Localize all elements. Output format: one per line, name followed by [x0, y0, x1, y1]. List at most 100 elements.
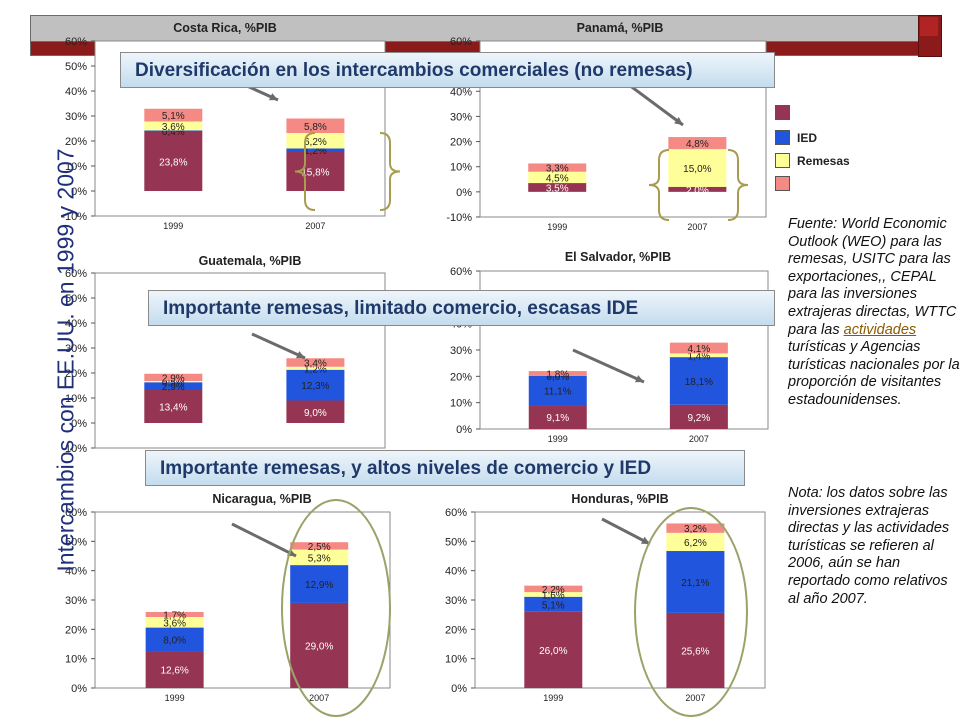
data-label: 0,0%	[546, 372, 569, 383]
data-label: 18,1%	[685, 377, 713, 388]
y-tick-label: 30%	[450, 345, 472, 357]
data-label: 4,1%	[687, 344, 710, 355]
data-label: 2,9%	[162, 373, 185, 384]
y-tick-label: 50%	[65, 293, 87, 305]
source-link[interactable]: actividades	[843, 321, 917, 338]
bar-segment	[668, 137, 727, 150]
bar-segment	[145, 612, 204, 618]
bar-segment	[144, 373, 203, 381]
page-title: Intercambios con EE.UU. en 1999 y 2007	[52, 148, 79, 572]
data-label: 3,6%	[163, 618, 186, 629]
data-label: 1,2%	[304, 364, 327, 375]
y-tick-label: 60%	[450, 36, 472, 48]
bar-segment	[286, 366, 345, 370]
legend-label: IED	[797, 131, 818, 145]
bar-segment	[144, 389, 203, 423]
y-tick-label: 20%	[445, 624, 467, 636]
y-tick-label: 40%	[445, 566, 467, 578]
banner-bottom: Importante remesas, y altos niveles de c…	[145, 450, 745, 486]
y-tick-label: 60%	[65, 507, 87, 519]
data-label: 8,0%	[163, 635, 186, 646]
bar-segment	[528, 405, 587, 429]
y-tick-label: 30%	[450, 111, 472, 123]
chart-title: Honduras, %PIB	[571, 492, 668, 506]
data-label: 3,3%	[546, 164, 569, 175]
bar-segment	[669, 357, 728, 405]
y-tick-label: 20%	[65, 136, 87, 148]
data-label: 21,1%	[681, 578, 709, 589]
bar-segment	[286, 400, 345, 423]
y-tick-label: 10%	[65, 393, 87, 405]
y-tick-label: 40%	[65, 318, 87, 330]
data-label: 2,2%	[542, 585, 565, 596]
bar-segment	[144, 131, 203, 191]
data-label: 5,8%	[304, 122, 327, 133]
bar-segment	[528, 371, 587, 376]
bar-segment	[668, 186, 727, 192]
y-tick-label: 60%	[450, 266, 472, 278]
source-note: Fuente: World Economic Outlook (WEO) par…	[788, 216, 960, 410]
chart-title: El Salvador, %PIB	[565, 250, 671, 264]
y-tick-label: 0%	[71, 683, 87, 695]
y-tick-label: 60%	[65, 36, 87, 48]
bar-segment	[668, 149, 727, 187]
data-label: 3,5%	[546, 183, 569, 194]
y-tick-label: 40%	[450, 86, 472, 98]
legend-swatch	[775, 130, 790, 145]
y-tick-label: 0%	[71, 418, 87, 430]
data-label: 15,8%	[301, 167, 329, 178]
bar-segment	[669, 353, 728, 358]
bar-segment	[524, 596, 583, 612]
data-label: 3,6%	[162, 122, 185, 133]
data-label: 13,4%	[159, 402, 187, 413]
x-tick-label: 2007	[685, 693, 705, 703]
bar-segment	[144, 381, 203, 383]
data-label: 0,4%	[162, 127, 185, 138]
y-tick-label: 30%	[65, 595, 87, 607]
y-tick-label: 50%	[65, 61, 87, 73]
data-label: 15,0%	[683, 164, 711, 175]
y-tick-label: 50%	[445, 536, 467, 548]
y-tick-label: 30%	[65, 111, 87, 123]
bar-segment	[524, 585, 583, 593]
bar-segment	[145, 651, 204, 688]
y-tick-label: 0%	[456, 424, 472, 436]
data-label: 0,5%	[162, 378, 185, 389]
x-tick-label: 2007	[305, 221, 325, 231]
y-tick-label: 10%	[65, 161, 87, 173]
data-label: 12,6%	[160, 666, 188, 677]
source-text-end: turísticas y Agencias turísticas naciona…	[788, 339, 960, 408]
corner-decoration-inner	[920, 17, 938, 36]
y-tick-label: 30%	[65, 343, 87, 355]
bar-segment	[144, 382, 203, 390]
bar-segment	[144, 108, 203, 122]
x-tick-label: 1999	[548, 434, 568, 444]
legend-swatch	[775, 176, 790, 191]
y-tick-label: 0%	[456, 187, 472, 199]
x-tick-label: 1999	[547, 222, 567, 232]
x-tick-label: 1999	[165, 693, 185, 703]
data-label: 2,9%	[162, 382, 185, 393]
data-label: 6,2%	[684, 538, 707, 549]
y-tick-label: 10%	[445, 654, 467, 666]
legend-swatch	[775, 153, 790, 168]
y-tick-label: 20%	[450, 137, 472, 149]
bar-segment	[528, 163, 587, 172]
y-tick-label: -10%	[61, 211, 87, 223]
bar-segment	[528, 183, 587, 192]
y-tick-label: 20%	[65, 368, 87, 380]
x-tick-label: 2007	[687, 222, 707, 232]
y-tick-label: 40%	[65, 86, 87, 98]
data-label: 9,2%	[687, 413, 710, 424]
y-tick-label: 10%	[450, 162, 472, 174]
x-tick-label: 1999	[163, 221, 183, 231]
data-label: 2,0%	[686, 185, 709, 196]
y-tick-label: 60%	[445, 507, 467, 519]
data-label: 9,0%	[304, 408, 327, 419]
bar-segment	[144, 121, 203, 131]
banner-top: Diversificación en los intercambios come…	[120, 52, 775, 88]
chart-title: Panamá, %PIB	[577, 21, 664, 35]
y-tick-label: 50%	[65, 536, 87, 548]
bar-segment	[669, 404, 728, 429]
data-label: 3,4%	[304, 359, 327, 370]
